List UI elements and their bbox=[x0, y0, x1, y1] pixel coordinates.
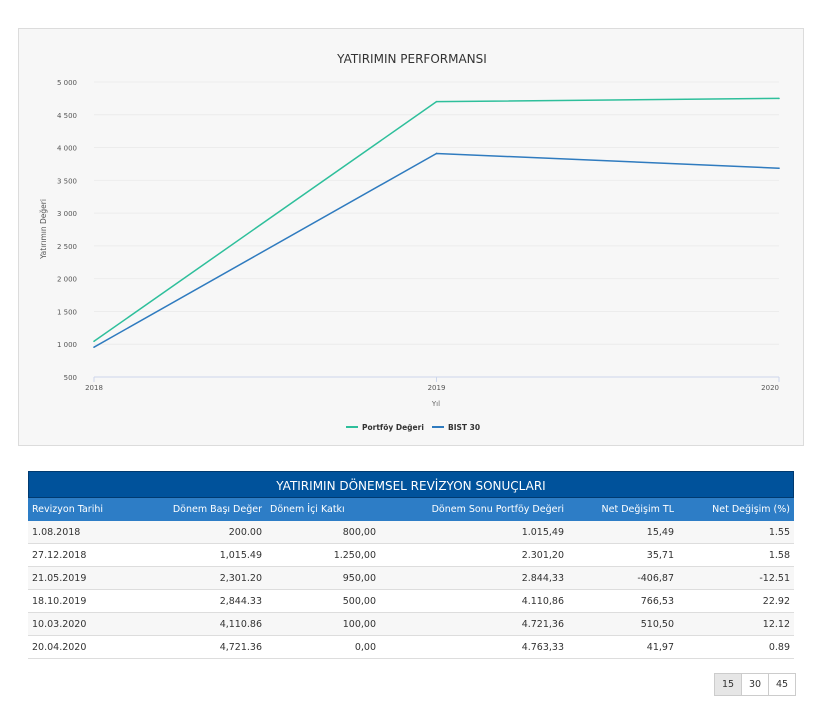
cell-net-change-pct: 1.55 bbox=[678, 521, 794, 544]
chart-title: YATIRIMIN PERFORMANSI bbox=[336, 52, 487, 66]
cell-net-change-tl: 766,53 bbox=[568, 589, 678, 613]
y-tick-label: 3 500 bbox=[57, 177, 77, 185]
y-axis-label: Yatırımın Değeri bbox=[39, 199, 48, 260]
y-tick-label: 500 bbox=[64, 374, 77, 382]
y-tick-label: 4 500 bbox=[57, 112, 77, 120]
data-point bbox=[435, 152, 438, 155]
cell-net-change-pct: 1.58 bbox=[678, 543, 794, 567]
data-point bbox=[435, 100, 438, 103]
data-point bbox=[778, 167, 780, 170]
cell-start-value: 4,110.86 bbox=[136, 612, 266, 636]
table-header-row: Revizyon Tarihi Dönem Başı Değer Dönem İ… bbox=[28, 498, 794, 521]
cell-contribution: 1.250,00 bbox=[266, 543, 380, 567]
cell-start-value: 2,844.33 bbox=[136, 589, 266, 613]
x-tick-label: 2018 bbox=[85, 384, 103, 392]
cell-end-value: 1.015,49 bbox=[380, 521, 568, 544]
cell-net-change-pct: 22.92 bbox=[678, 589, 794, 613]
y-tick-label: 3 000 bbox=[57, 210, 77, 218]
cell-start-value: 2,301.20 bbox=[136, 566, 266, 590]
cell-contribution: 950,00 bbox=[266, 566, 380, 590]
col-header-date[interactable]: Revizyon Tarihi bbox=[32, 504, 103, 515]
cell-date: 10.03.2020 bbox=[28, 612, 136, 636]
cell-contribution: 100,00 bbox=[266, 612, 380, 636]
page-size-15[interactable]: 15 bbox=[714, 673, 742, 696]
cell-net-change-tl: 15,49 bbox=[568, 521, 678, 544]
cell-net-change-pct: 12.12 bbox=[678, 612, 794, 636]
cell-start-value: 4,721.36 bbox=[136, 635, 266, 659]
x-axis-label: Yıl bbox=[431, 400, 440, 408]
y-tick-label: 2 500 bbox=[57, 243, 77, 251]
cell-date: 20.04.2020 bbox=[28, 635, 136, 659]
cell-date: 1.08.2018 bbox=[28, 521, 136, 544]
series-line-1 bbox=[93, 152, 780, 348]
legend-label: Portföy Değeri bbox=[362, 423, 424, 432]
col-header-contribution[interactable]: Dönem İçi Katkı bbox=[270, 504, 345, 515]
y-tick-label: 1 500 bbox=[57, 308, 77, 316]
cell-contribution: 500,00 bbox=[266, 589, 380, 613]
y-tick-label: 4 000 bbox=[57, 145, 77, 153]
cell-end-value: 4.763,33 bbox=[380, 635, 568, 659]
performance-chart: YATIRIMIN PERFORMANSI 500 1 000 1 500 2 000 2… bbox=[18, 28, 804, 446]
series-line-0 bbox=[93, 97, 780, 342]
revision-results-table: YATIRIMIN DÖNEMSEL REVİZYON SONUÇLARI Re… bbox=[28, 471, 794, 659]
x-tick-label: 2020 bbox=[761, 384, 779, 392]
cell-net-change-tl: 510,50 bbox=[568, 612, 678, 636]
col-header-net-change-pct[interactable]: Net Değişim (%) bbox=[712, 504, 790, 515]
legend-item[interactable]: Portföy Değeri bbox=[346, 423, 424, 432]
table-row: 27.12.2018 1,015.49 1.250,00 2.301,20 35,71 1… bbox=[28, 543, 794, 567]
cell-net-change-tl: 35,71 bbox=[568, 543, 678, 567]
col-header-start-value[interactable]: Dönem Başı Değer bbox=[172, 504, 262, 515]
cell-date: 27.12.2018 bbox=[28, 543, 136, 567]
page-size-30[interactable]: 30 bbox=[741, 673, 769, 696]
cell-date: 18.10.2019 bbox=[28, 589, 136, 613]
page-size-selector: 15 30 45 bbox=[714, 673, 796, 696]
col-header-end-value[interactable]: Dönem Sonu Portföy Değeri bbox=[431, 504, 564, 515]
page-size-45[interactable]: 45 bbox=[768, 673, 796, 696]
table-row: 20.04.2020 4,721.36 0,00 4.763,33 41,97 0.89 bbox=[28, 635, 794, 659]
cell-date: 21.05.2019 bbox=[28, 566, 136, 590]
cell-end-value: 4.721,36 bbox=[380, 612, 568, 636]
table-title: YATIRIMIN DÖNEMSEL REVİZYON SONUÇLARI bbox=[28, 471, 794, 498]
y-tick-label: 5 000 bbox=[57, 79, 77, 87]
cell-contribution: 800,00 bbox=[266, 521, 380, 544]
col-header-net-change-tl[interactable]: Net Değişim TL bbox=[601, 504, 674, 515]
data-point bbox=[93, 340, 95, 343]
cell-net-change-pct: 0.89 bbox=[678, 635, 794, 659]
cell-net-change-tl: -406,87 bbox=[568, 566, 678, 590]
legend-label: BIST 30 bbox=[448, 423, 480, 432]
table-row: 18.10.2019 2,844.33 500,00 4.110,86 766,53 22… bbox=[28, 589, 794, 613]
x-tick-label: 2019 bbox=[428, 384, 446, 392]
chart-svg: YATIRIMIN PERFORMANSI 500 1 000 1 500 2 000 2… bbox=[39, 52, 780, 432]
table-row: 1.08.2018 200.00 800,00 1.015,49 15,49 1.55 bbox=[28, 521, 794, 544]
data-point bbox=[778, 97, 780, 100]
cell-contribution: 0,00 bbox=[266, 635, 380, 659]
cell-start-value: 1,015.49 bbox=[136, 543, 266, 567]
table-row: 10.03.2020 4,110.86 100,00 4.721,36 510,50 12… bbox=[28, 612, 794, 636]
cell-net-change-pct: -12.51 bbox=[678, 566, 794, 590]
cell-end-value: 2.301,20 bbox=[380, 543, 568, 567]
y-tick-label: 2 000 bbox=[57, 276, 77, 284]
y-tick-label: 1 000 bbox=[57, 341, 77, 349]
cell-end-value: 2.844,33 bbox=[380, 566, 568, 590]
cell-net-change-tl: 41,97 bbox=[568, 635, 678, 659]
cell-start-value: 200.00 bbox=[136, 521, 266, 544]
cell-end-value: 4.110,86 bbox=[380, 589, 568, 613]
table-row: 21.05.2019 2,301.20 950,00 2.844,33 -406,87-… bbox=[28, 566, 794, 590]
data-point bbox=[93, 346, 95, 348]
legend-item[interactable]: BIST 30 bbox=[432, 423, 480, 432]
